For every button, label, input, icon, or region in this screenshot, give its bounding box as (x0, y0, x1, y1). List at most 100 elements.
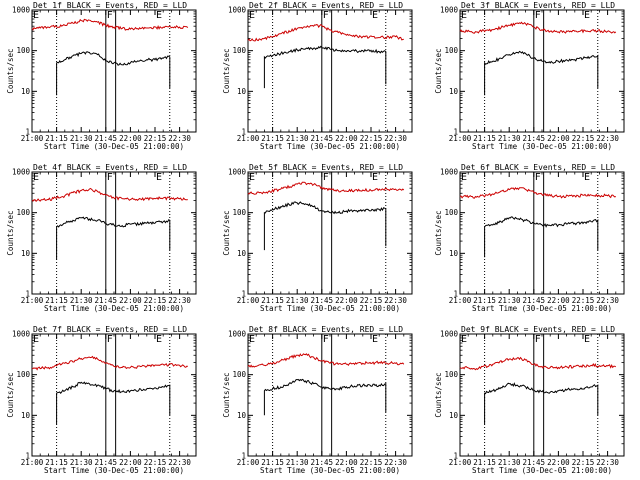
x-axis-label: Start Time (30-Dec-05 21:00:00) (260, 466, 400, 475)
x-tick-label: 21:00 (21, 458, 44, 467)
segment-marker-label: E (33, 172, 39, 183)
y-tick-label: 10 (449, 411, 459, 420)
x-axis-label: Start Time (30-Dec-05 21:00:00) (260, 304, 400, 313)
events-rate-line (484, 50, 599, 96)
x-axis-label: Start Time (30-Dec-05 21:00:00) (472, 304, 612, 313)
chart-title: Det 4f BLACK = Events, RED = LLD (33, 163, 187, 172)
lld-rate-line (459, 356, 617, 371)
y-tick-label: 100 (16, 370, 30, 379)
x-tick-label: 21:15 (45, 296, 68, 305)
x-tick-label: 22:15 (360, 458, 383, 467)
y-axis-label: Counts/sec (222, 48, 231, 93)
segment-marker-label: F (323, 172, 329, 183)
x-tick-label: 22:30 (596, 296, 619, 305)
x-tick-label: 22:00 (547, 458, 570, 467)
y-tick-label: 100 (232, 46, 246, 55)
segment-marker-label: E (372, 334, 378, 345)
x-tick-label: 22:00 (335, 458, 358, 467)
y-tick-label: 1000 (440, 330, 459, 339)
x-tick-label: 21:30 (70, 296, 93, 305)
lld-rate-line (459, 21, 617, 34)
x-tick-label: 21:45 (311, 458, 334, 467)
x-tick-label: 21:30 (70, 458, 93, 467)
y-tick-label: 100 (232, 370, 246, 379)
segment-marker-label: F (107, 172, 113, 183)
y-tick-label: 10 (237, 411, 247, 420)
x-tick-label: 21:45 (95, 458, 118, 467)
x-tick-label: 21:30 (498, 296, 521, 305)
x-tick-label: 22:15 (572, 296, 595, 305)
x-tick-label: 22:00 (119, 134, 142, 143)
x-axis-label: Start Time (30-Dec-05 21:00:00) (44, 304, 184, 313)
events-rate-line (56, 381, 171, 425)
x-tick-label: 21:30 (70, 134, 93, 143)
x-tick-label: 22:00 (119, 458, 142, 467)
y-tick-label: 1000 (440, 168, 459, 177)
segment-marker-label: F (107, 10, 113, 21)
y-tick-label: 1 (453, 290, 458, 299)
x-tick-label: 21:00 (449, 134, 472, 143)
x-tick-label: 21:15 (261, 296, 284, 305)
x-tick-label: 21:45 (523, 134, 546, 143)
chart-panel: Det 1f BLACK = Events, RED = LLD 1 10 100 10… (6, 1, 197, 151)
x-axis-label: Start Time (30-Dec-05 21:00:00) (44, 142, 184, 151)
x-tick-label: 21:30 (498, 134, 521, 143)
x-tick-label: 21:15 (261, 134, 284, 143)
x-tick-label: 22:30 (384, 458, 407, 467)
x-tick-label: 22:15 (144, 458, 167, 467)
y-tick-label: 100 (444, 370, 458, 379)
segment-marker-label: E (461, 334, 467, 345)
lld-rate-line (247, 181, 405, 195)
x-tick-label: 22:15 (144, 296, 167, 305)
y-tick-label: 10 (21, 411, 31, 420)
y-tick-label: 1 (453, 128, 458, 137)
x-tick-label: 21:30 (286, 134, 309, 143)
x-tick-label: 21:45 (311, 296, 334, 305)
x-tick-label: 22:00 (335, 296, 358, 305)
x-tick-label: 22:30 (168, 134, 191, 143)
x-tick-label: 21:15 (45, 458, 68, 467)
y-tick-label: 1000 (228, 6, 247, 15)
y-tick-label: 100 (16, 46, 30, 55)
segment-marker-label: E (372, 10, 378, 21)
y-tick-label: 100 (232, 208, 246, 217)
segment-marker-label: E (584, 172, 590, 183)
segment-marker-label: F (535, 10, 541, 21)
x-tick-label: 21:45 (311, 134, 334, 143)
chart-panel: Det 8f BLACK = Events, RED = LLD 1 10 100 10… (222, 325, 413, 475)
y-axis-label: Counts/sec (6, 372, 15, 417)
y-tick-label: 10 (449, 87, 459, 96)
x-tick-label: 22:00 (547, 296, 570, 305)
x-tick-label: 21:00 (449, 458, 472, 467)
x-tick-label: 21:15 (473, 296, 496, 305)
segment-marker-label: F (535, 172, 541, 183)
chart-title: Det 7f BLACK = Events, RED = LLD (33, 325, 187, 334)
x-tick-label: 21:45 (523, 296, 546, 305)
y-tick-label: 1 (25, 452, 30, 461)
segment-marker-label: E (156, 10, 162, 21)
x-tick-label: 21:15 (473, 458, 496, 467)
lld-rate-line (247, 353, 405, 368)
y-tick-label: 1000 (228, 168, 247, 177)
chart-title: Det 9f BLACK = Events, RED = LLD (461, 325, 615, 334)
x-tick-label: 21:45 (95, 296, 118, 305)
segment-marker-label: F (535, 334, 541, 345)
x-axis-label: Start Time (30-Dec-05 21:00:00) (260, 142, 400, 151)
events-rate-line (56, 216, 171, 260)
y-tick-label: 1000 (440, 6, 459, 15)
segment-marker-label: E (584, 334, 590, 345)
events-rate-line (263, 45, 387, 89)
x-tick-label: 22:30 (168, 296, 191, 305)
segment-marker-label: E (372, 172, 378, 183)
lld-rate-line (459, 186, 616, 199)
lld-rate-line (31, 18, 189, 31)
segment-marker-label: E (156, 334, 162, 345)
x-tick-label: 21:30 (286, 296, 309, 305)
segment-marker-label: E (156, 172, 162, 183)
segment-marker-label: F (323, 334, 329, 345)
y-tick-label: 1 (241, 128, 246, 137)
chart-title: Det 5f BLACK = Events, RED = LLD (249, 163, 403, 172)
y-tick-label: 1 (241, 290, 246, 299)
x-tick-label: 22:30 (596, 458, 619, 467)
